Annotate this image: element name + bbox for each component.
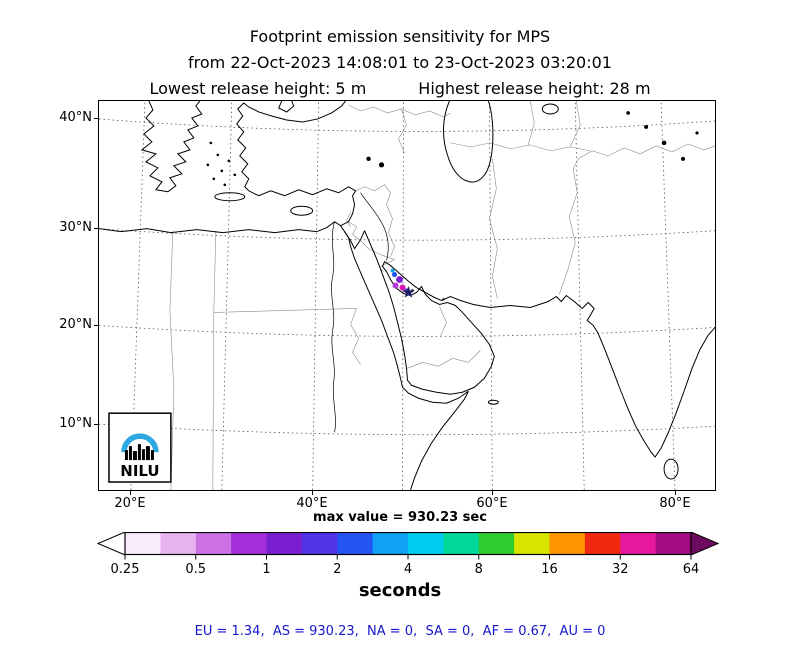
colorbar-segment [478,532,515,555]
country-borders [169,101,715,490]
figure-subtitle-dates: from 22-Oct-2023 14:08:01 to 23-Oct-2023… [188,53,612,72]
axis-tick [312,491,313,495]
river-nile [331,221,336,433]
colorbar-segment [301,532,338,555]
colorbar-segment [584,532,621,555]
coast-levant-turkey-blacksea [236,101,357,227]
colorbar-segment [514,532,550,555]
axis-tick [94,325,98,326]
lon-label-20e: 20°E [114,496,146,511]
colorbar-tick-labels: 0.25 0.5 1 2 4 8 16 32 64 [97,562,719,578]
coast-africa-redsea-horn [99,221,469,490]
caspian-sea [443,101,494,183]
lat-label-10n: 10°N [59,416,92,431]
lat-label-20n: 20°N [59,317,92,332]
max-value-label: max value = 930.23 sec [313,510,487,525]
map-panel: NILU [98,100,716,491]
colorbar-tick-label: 32 [611,562,629,577]
colorbar-tick-label: 2 [333,562,342,577]
coastlines [99,101,715,490]
colorbar-left-arrow [96,531,126,556]
nilu-logo-skyline-icon [124,444,154,461]
axis-tick [492,491,493,495]
river-euphrates [360,192,389,261]
lowest-release-height: Lowest release height: 5 m [149,79,367,98]
axis-tick [94,424,98,425]
graticule [99,101,715,490]
colorbar-segment [125,532,161,555]
nilu-logo-text: NILU [120,462,159,480]
lon-label-60e: 60°E [476,496,508,511]
colorbar [96,531,720,564]
lat-label-30n: 30°N [59,220,92,235]
units-label: seconds [358,580,442,601]
colorbar-tick-label: 1 [262,562,271,577]
release-site-marker [402,286,415,298]
lake-aral [541,103,559,115]
sensitivity-plume [390,268,409,293]
coast-greece [140,101,203,193]
colorbar-tick-label: 0.25 [110,562,140,577]
highest-release-height: Highest release height: 28 m [418,79,651,98]
colorbar-segment [337,532,374,555]
colorbar-segment [231,532,267,555]
colorbar-segment [655,532,692,555]
colorbar-segment [620,532,657,555]
island-cyprus [290,205,314,216]
region-totals: EU = 1.34, AS = 930.23, NA = 0, SA = 0, … [194,624,606,639]
coast-sinai [344,230,366,250]
nilu-logo-arc-icon [121,433,159,453]
colorbar-segment [443,532,480,555]
axis-tick [94,118,98,119]
figure-title: Footprint emission sensitivity for MPS [249,27,551,46]
coast-arabia-iran-india [364,230,715,458]
colorbar-outline [124,531,692,556]
map-canvas: NILU [99,101,715,490]
colorbar-segment [266,532,303,555]
axis-tick [94,228,98,229]
small-islands-lakes [206,111,699,301]
colorbar-tick-label: 16 [541,562,558,577]
colorbar-segment [160,532,197,555]
colorbar-tick-label: 0.5 [185,562,207,577]
colorbar-segment [195,532,232,555]
island-socotra [487,399,499,405]
figure-subtitle-heights: Lowest release height: 5 m Highest relea… [0,76,800,102]
island-crete [214,192,246,202]
colorbar-segment [408,532,444,555]
axis-tick [675,491,676,495]
island-srilanka [663,458,679,480]
colorbar-canvas [96,531,720,560]
nilu-logo: NILU [108,412,172,483]
rivers [331,192,389,433]
axis-tick [130,491,131,495]
lon-label-80e: 80°E [659,496,691,511]
colorbar-segment [549,532,586,555]
colorbar-tick-label: 4 [403,562,413,577]
lon-label-40e: 40°E [296,496,328,511]
lat-label-40n: 40°N [59,110,92,125]
figure-titles: Footprint emission sensitivity for MPS f… [0,24,800,102]
colorbar-right-arrow [690,531,720,556]
colorbar-tick-label: 64 [682,562,700,577]
coast-crimea [278,101,295,113]
colorbar-segment [372,532,409,555]
colorbar-tick-label: 8 [474,562,483,577]
